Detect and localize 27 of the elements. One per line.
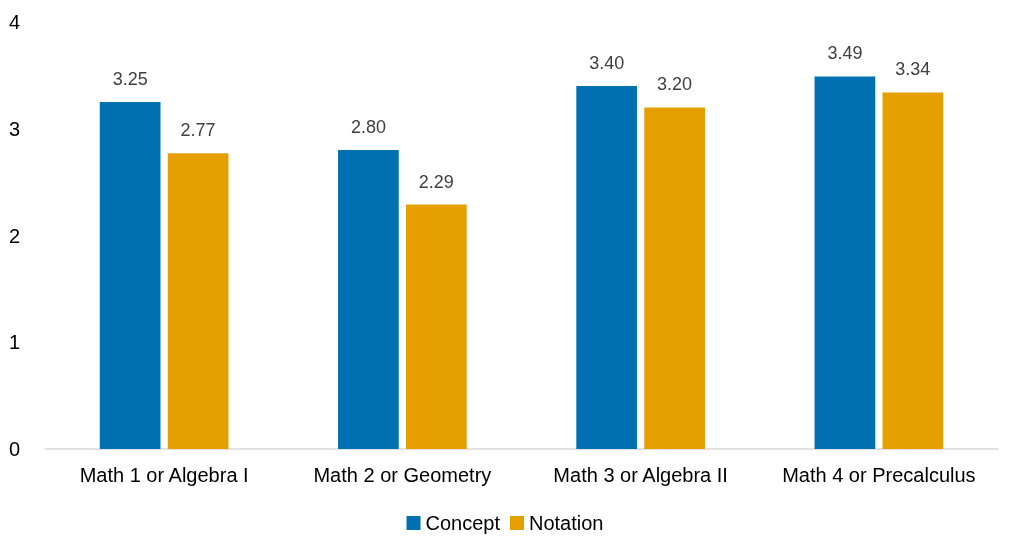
data-label: 3.40 [589, 53, 625, 74]
data-label: 3.25 [112, 69, 148, 90]
x-tick-label: Math 4 or Precalculus [782, 464, 976, 486]
data-label: 3.49 [827, 43, 863, 64]
bar [338, 150, 399, 449]
x-tick-label: Math 2 or Geometry [313, 464, 492, 486]
legend-label: Notation [529, 512, 604, 534]
y-tick-label: 4 [8, 11, 20, 33]
data-label: 2.29 [418, 171, 454, 192]
x-tick-label: Math 1 or Algebra I [79, 464, 249, 486]
y-tick-label: 0 [8, 438, 20, 460]
bar [814, 76, 876, 449]
x-tick-label: Math 3 or Algebra II [553, 464, 728, 486]
data-label: 3.34 [895, 59, 931, 80]
data-label: 3.20 [657, 74, 693, 95]
bar [644, 107, 705, 449]
bar [882, 92, 944, 449]
bar [99, 102, 161, 449]
data-label: 2.80 [350, 117, 386, 138]
data-label: 2.77 [180, 120, 216, 141]
legend-label: Concept [425, 512, 501, 534]
bar [576, 86, 637, 449]
bar [167, 153, 229, 449]
bar [406, 204, 467, 449]
y-tick-label: 3 [8, 117, 20, 140]
y-tick-label: 2 [8, 224, 20, 247]
y-tick-label: 1 [8, 331, 20, 354]
